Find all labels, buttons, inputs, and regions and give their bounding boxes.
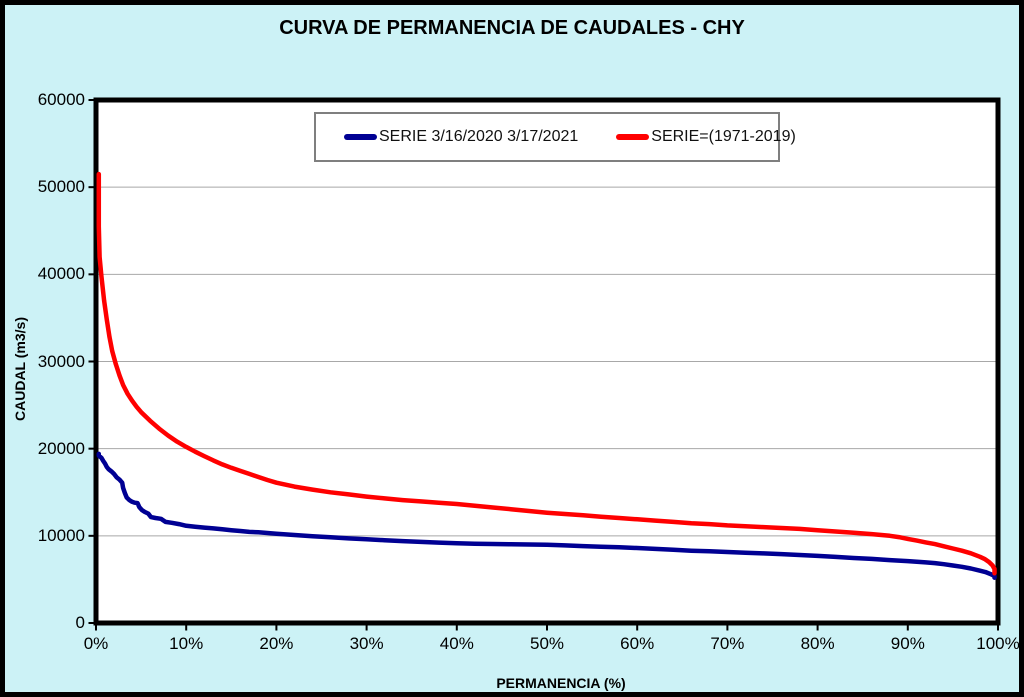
plot-border xyxy=(93,97,1001,626)
legend-swatch-red-line xyxy=(616,134,650,140)
x-tick-label: 0% xyxy=(83,634,109,653)
x-tick-label: 10% xyxy=(169,634,204,653)
chart-title: CURVA DE PERMANENCIA DE CAUDALES - CHY xyxy=(279,17,745,39)
y-axis-title: CAUDAL (m3/s) xyxy=(12,317,28,421)
series-line-1 xyxy=(96,171,997,576)
x-tick-label: 50% xyxy=(529,634,565,653)
y-tick-label: 10000 xyxy=(37,525,85,545)
y-tick-label: 60000 xyxy=(37,90,85,109)
y-tick-label: 30000 xyxy=(37,351,85,371)
y-tick-label: 50000 xyxy=(37,177,85,197)
y-tick-label: 20000 xyxy=(37,438,85,458)
y-tick-label: 0 xyxy=(75,613,85,632)
plot-area xyxy=(88,97,1001,631)
legend-swatch-blue-line xyxy=(344,134,377,140)
x-tick-label: 30% xyxy=(349,634,384,653)
x-tick-label: 80% xyxy=(800,634,835,653)
x-tick-label: 40% xyxy=(439,634,474,653)
x-axis-title: PERMANENCIA (%) xyxy=(496,675,626,691)
legend-label-serie-1971-2019: SERIE=(1971-2019) xyxy=(651,128,796,145)
x-tick-label: 100% xyxy=(976,634,1020,653)
series-line-0 xyxy=(96,451,997,580)
x-tick-label: 90% xyxy=(890,634,925,653)
legend-label-serie-2020-2021: SERIE 3/16/2020 3/17/2021 xyxy=(379,128,579,145)
x-tick-label: 20% xyxy=(259,634,294,653)
legend: SERIE 3/16/2020 3/17/2021 SERIE=(1971-20… xyxy=(314,112,796,162)
legend-item-serie-1971-2019: SERIE=(1971-2019) xyxy=(616,128,796,146)
legend-item-serie-2020-2021: SERIE 3/16/2020 3/17/2021 xyxy=(344,128,578,146)
x-tick-label: 60% xyxy=(620,634,655,653)
x-tick-label: 70% xyxy=(710,634,745,653)
y-tick-label: 40000 xyxy=(37,264,85,284)
